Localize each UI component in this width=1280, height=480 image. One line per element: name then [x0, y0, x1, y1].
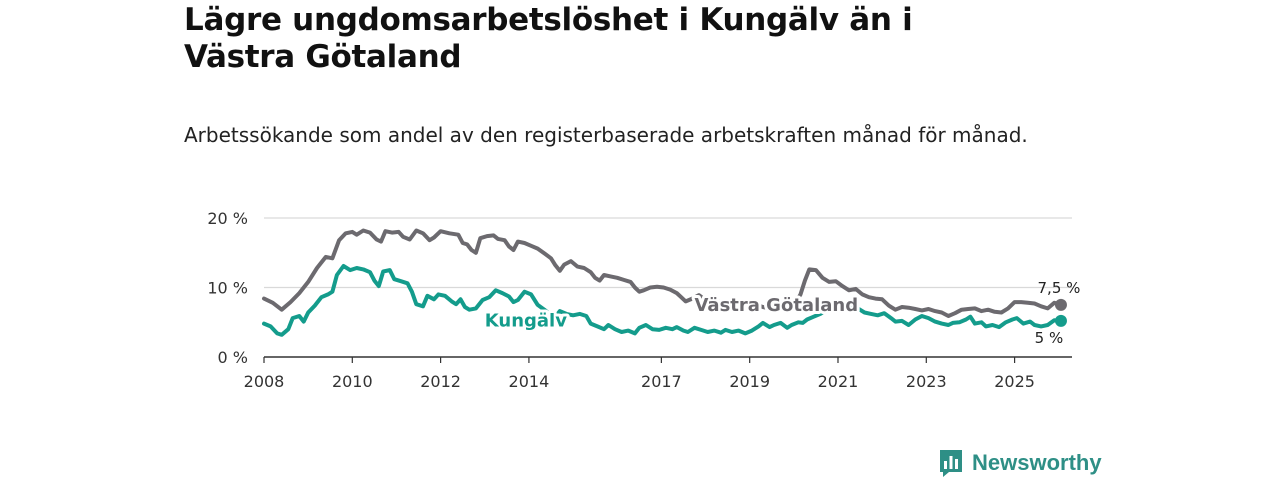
- series-line-v-stra-g-taland: [262, 228, 1063, 318]
- brand-logo[interactable]: Newsworthy: [938, 448, 1102, 478]
- x-tick-label: 2023: [906, 372, 947, 391]
- x-tick-label: 2017: [641, 372, 682, 391]
- x-tick-label: 2014: [509, 372, 550, 391]
- y-tick-label: 0 %: [218, 348, 248, 367]
- series-label-vastra-gotaland: Västra Götaland: [694, 295, 858, 316]
- y-tick-label: 10 %: [207, 279, 248, 298]
- x-tick-label: 2025: [994, 372, 1035, 391]
- series-line-kung-lv: [262, 264, 1063, 337]
- endpoint-v-stra-g-taland: [1054, 298, 1067, 311]
- x-tick-label: 2008: [244, 372, 285, 391]
- x-tick-label: 2012: [420, 372, 461, 391]
- newsworthy-logo-icon: [940, 450, 962, 477]
- x-tick-label: 2019: [729, 372, 770, 391]
- x-tick-label: 2021: [818, 372, 859, 391]
- end-label-vastra-gotaland: 7,5 %: [1038, 279, 1081, 297]
- brand-name: Newsworthy: [972, 450, 1102, 475]
- chart-title: Lägre ungdomsarbetslöshet i Kungälv än i…: [184, 2, 913, 75]
- chart-subtitle: Arbetssökande som andel av den registerb…: [184, 123, 1028, 147]
- x-tick-label: 2010: [332, 372, 373, 391]
- series-label-kungalv: Kungälv: [485, 310, 567, 331]
- endpoint-kung-lv: [1054, 314, 1067, 327]
- end-label-kungalv: 5 %: [1035, 329, 1064, 347]
- y-tick-label: 20 %: [207, 209, 248, 228]
